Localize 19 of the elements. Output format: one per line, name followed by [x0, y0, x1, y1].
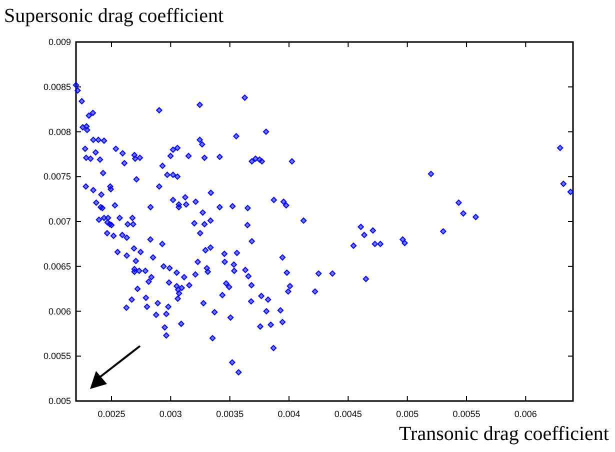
y-tick-label: 0.006 [48, 306, 71, 316]
x-tick-label: 0.0035 [216, 409, 244, 419]
y-tick-label: 0.005 [48, 396, 71, 406]
x-tick-label: 0.006 [514, 409, 537, 419]
y-tick-label: 0.0055 [43, 351, 71, 362]
y-tick-label: 0.008 [48, 126, 71, 137]
y-tick-label: 0.007 [48, 216, 71, 226]
y-tick-label: 0.0075 [43, 172, 71, 182]
x-tick-label: 0.005 [396, 409, 419, 419]
x-tick-label: 0.0045 [334, 409, 362, 419]
y-tick-label: 0.0085 [43, 82, 71, 92]
y-tick-label: 0.0065 [43, 261, 71, 272]
x-tick-label: 0.004 [278, 409, 300, 419]
x-tick-label: 0.0025 [98, 409, 126, 419]
x-tick-label: 0.003 [159, 409, 182, 419]
y-tick-label: 0.009 [48, 37, 71, 47]
x-tick-label: 0.0055 [452, 409, 480, 419]
y-axis-title: Supersonic drag coefficient [4, 5, 224, 27]
x-axis-title: Transonic drag coefficient [399, 423, 610, 445]
